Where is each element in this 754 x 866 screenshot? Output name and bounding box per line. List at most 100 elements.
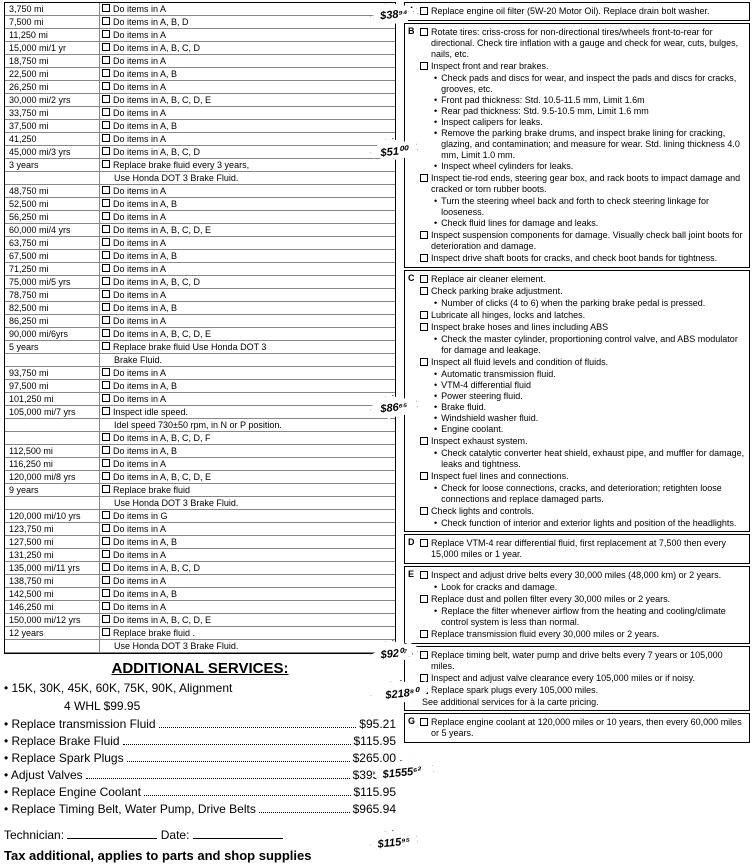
checkbox-icon[interactable] — [102, 550, 110, 558]
checkbox-icon[interactable] — [420, 437, 428, 445]
schedule-row: 142,500 miDo items in A, B — [5, 588, 395, 601]
checkbox-icon[interactable] — [102, 485, 110, 493]
schedule-task: Do items in A, B — [100, 588, 395, 600]
checkbox-icon[interactable] — [102, 277, 110, 285]
schedule-task-text: Do items in A — [113, 55, 393, 67]
checkbox-icon[interactable] — [102, 95, 110, 103]
checkbox-icon[interactable] — [102, 238, 110, 246]
checkbox-icon[interactable] — [420, 651, 428, 659]
checkbox-icon[interactable] — [102, 4, 110, 12]
checkbox-icon[interactable] — [420, 311, 428, 319]
checkbox-icon[interactable] — [102, 121, 110, 129]
schedule-task-text: Replace brake fluid . — [113, 627, 393, 639]
checkbox-icon[interactable] — [102, 407, 110, 415]
additional-lines: • Replace transmission Fluid$95.21• Repl… — [4, 717, 396, 816]
checkbox-icon[interactable] — [420, 595, 428, 603]
schedule-mileage: 78,750 mi — [5, 289, 100, 301]
checkbox-icon[interactable] — [102, 511, 110, 519]
schedule-mileage: 90,000 mi/6yrs — [5, 328, 100, 340]
checkbox-icon[interactable] — [420, 62, 428, 70]
schedule-mileage: 15,000 mi/1 yr — [5, 42, 100, 54]
technician-blank[interactable] — [67, 838, 157, 839]
checkbox-icon[interactable] — [420, 472, 428, 480]
schedule-mileage: 71,250 mi — [5, 263, 100, 275]
section-subitem: Power steering fluid. — [434, 391, 746, 402]
checkbox-icon[interactable] — [102, 576, 110, 584]
checkbox-icon[interactable] — [102, 589, 110, 597]
checkbox-icon[interactable] — [102, 199, 110, 207]
checkbox-icon[interactable] — [420, 254, 428, 262]
schedule-mileage: 30,000 mi/2 yrs — [5, 94, 100, 106]
checkbox-icon[interactable] — [102, 290, 110, 298]
checkbox-icon[interactable] — [102, 433, 110, 441]
checkbox-icon[interactable] — [102, 628, 110, 636]
schedule-mileage: 86,250 mi — [5, 315, 100, 327]
section-item-text: Replace engine coolant at 120,000 miles … — [431, 717, 746, 739]
checkbox-icon[interactable] — [102, 264, 110, 272]
checkbox-icon[interactable] — [420, 174, 428, 182]
section-subitem-text: Check function of interior and exterior … — [441, 518, 746, 529]
section-item: Replace timing belt, water pump and driv… — [420, 650, 746, 672]
checkbox-icon[interactable] — [102, 134, 110, 142]
checkbox-icon[interactable] — [102, 537, 110, 545]
dot-leader — [259, 812, 350, 813]
checkbox-icon[interactable] — [420, 323, 428, 331]
checkbox-icon[interactable] — [420, 7, 428, 15]
checkbox-icon[interactable] — [102, 69, 110, 77]
checkbox-icon[interactable] — [420, 674, 428, 682]
checkbox-icon[interactable] — [102, 472, 110, 480]
schedule-task-text: Replace brake fluid every 3 years, — [113, 159, 393, 171]
checkbox-icon[interactable] — [102, 615, 110, 623]
checkbox-icon[interactable] — [102, 381, 110, 389]
checkbox-icon[interactable] — [102, 30, 110, 38]
checkbox-icon[interactable] — [102, 56, 110, 64]
dot-leader — [159, 727, 357, 728]
checkbox-icon[interactable] — [420, 275, 428, 283]
schedule-mileage — [5, 419, 100, 431]
section-item-text: Inspect brake hoses and lines including … — [431, 322, 746, 333]
section-subitem: Turn the steering wheel back and forth t… — [434, 196, 746, 218]
checkbox-icon[interactable] — [102, 108, 110, 116]
checkbox-icon[interactable] — [102, 82, 110, 90]
checkbox-icon[interactable] — [102, 563, 110, 571]
checkbox-icon[interactable] — [102, 147, 110, 155]
checkbox-icon[interactable] — [102, 329, 110, 337]
checkbox-icon[interactable] — [420, 28, 428, 36]
checkbox-icon[interactable] — [420, 630, 428, 638]
checkbox-icon[interactable] — [102, 212, 110, 220]
checkbox-icon[interactable] — [102, 251, 110, 259]
checkbox-icon[interactable] — [102, 43, 110, 51]
additional-line: • Replace Spark Plugs$265.00 — [4, 751, 396, 765]
checkbox-icon[interactable] — [102, 316, 110, 324]
section-subitem: VTM-4 differential fluid — [434, 380, 746, 391]
section-subitem-text: Replace the filter whenever airflow from… — [441, 606, 746, 628]
schedule-task: Do items in A — [100, 185, 395, 197]
checkbox-icon[interactable] — [420, 507, 428, 515]
checkbox-icon[interactable] — [102, 225, 110, 233]
section-subitem: Engine coolant. — [434, 424, 746, 435]
section-item: Replace transmission fluid every 30,000 … — [420, 629, 746, 640]
checkbox-icon[interactable] — [420, 718, 428, 726]
schedule-task: Replace brake fluid Use Honda DOT 3 — [100, 341, 395, 353]
checkbox-icon[interactable] — [420, 287, 428, 295]
checkbox-icon[interactable] — [102, 446, 110, 454]
checkbox-icon[interactable] — [102, 186, 110, 194]
checkbox-icon[interactable] — [420, 231, 428, 239]
checkbox-icon[interactable] — [420, 571, 428, 579]
checkbox-icon[interactable] — [102, 524, 110, 532]
checkbox-icon[interactable] — [102, 160, 110, 168]
checkbox-icon[interactable] — [102, 602, 110, 610]
date-blank[interactable] — [193, 838, 283, 839]
checkbox-icon[interactable] — [102, 342, 110, 350]
section-item: Replace dust and pollen filter every 30,… — [420, 594, 746, 605]
section-letter: C — [408, 273, 415, 283]
checkbox-icon[interactable] — [102, 459, 110, 467]
checkbox-icon[interactable] — [420, 539, 428, 547]
checkbox-icon[interactable] — [102, 303, 110, 311]
checkbox-icon[interactable] — [102, 368, 110, 376]
schedule-mileage — [5, 432, 100, 444]
checkbox-icon[interactable] — [102, 17, 110, 25]
checkbox-icon[interactable] — [102, 394, 110, 402]
checkbox-icon[interactable] — [420, 358, 428, 366]
dot-leader — [144, 795, 351, 796]
